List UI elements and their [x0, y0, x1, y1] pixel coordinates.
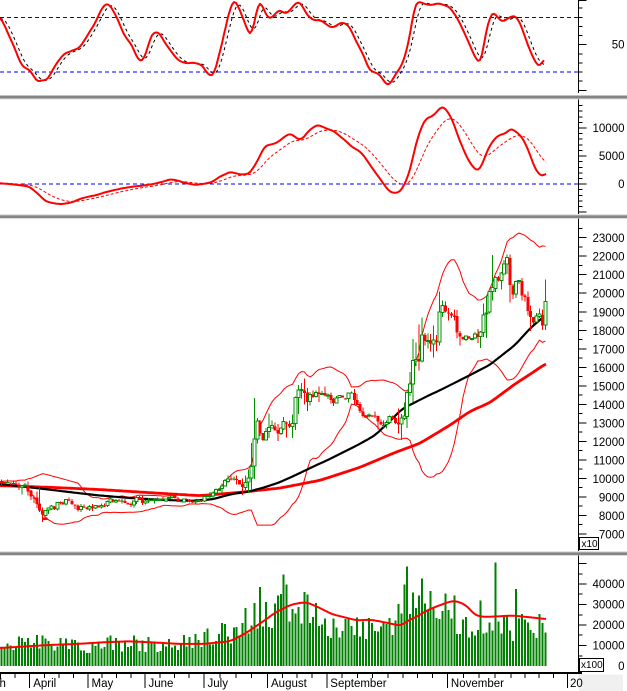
svg-text:12000: 12000	[593, 437, 625, 449]
svg-text:23000: 23000	[593, 233, 625, 245]
svg-text:September: September	[330, 678, 386, 690]
svg-text:June: June	[149, 678, 174, 690]
svg-text:11000: 11000	[593, 455, 624, 467]
svg-text:20000: 20000	[593, 289, 625, 301]
svg-text:30000: 30000	[593, 600, 625, 612]
svg-text:April: April	[33, 678, 56, 690]
svg-text:9000: 9000	[599, 493, 625, 505]
svg-text:July: July	[208, 678, 229, 690]
svg-text:20000: 20000	[593, 620, 625, 632]
svg-text:7000: 7000	[599, 530, 625, 542]
svg-text:0: 0	[618, 179, 624, 191]
svg-text:x100: x100	[581, 660, 603, 671]
svg-text:August: August	[271, 678, 308, 690]
svg-text:15000: 15000	[593, 381, 625, 393]
svg-text:May: May	[92, 678, 114, 690]
svg-text:21000: 21000	[593, 270, 625, 282]
svg-text:22000: 22000	[593, 252, 625, 264]
svg-text:17000: 17000	[593, 344, 625, 356]
svg-text:50: 50	[612, 40, 625, 52]
svg-text:10000: 10000	[593, 123, 625, 135]
svg-text:10000: 10000	[593, 474, 625, 486]
svg-text:20: 20	[570, 678, 583, 690]
svg-text:13000: 13000	[593, 418, 625, 430]
svg-text:0: 0	[618, 661, 624, 673]
svg-text:h: h	[0, 678, 6, 690]
svg-text:40000: 40000	[593, 579, 625, 591]
svg-text:x10: x10	[582, 539, 599, 550]
svg-text:10000: 10000	[593, 641, 625, 653]
svg-text:16000: 16000	[593, 363, 625, 375]
svg-text:19000: 19000	[593, 307, 625, 319]
svg-text:14000: 14000	[593, 400, 625, 412]
svg-text:8000: 8000	[599, 511, 625, 523]
svg-text:5000: 5000	[599, 151, 625, 163]
svg-text:18000: 18000	[593, 326, 625, 338]
svg-text:November: November	[451, 678, 504, 690]
